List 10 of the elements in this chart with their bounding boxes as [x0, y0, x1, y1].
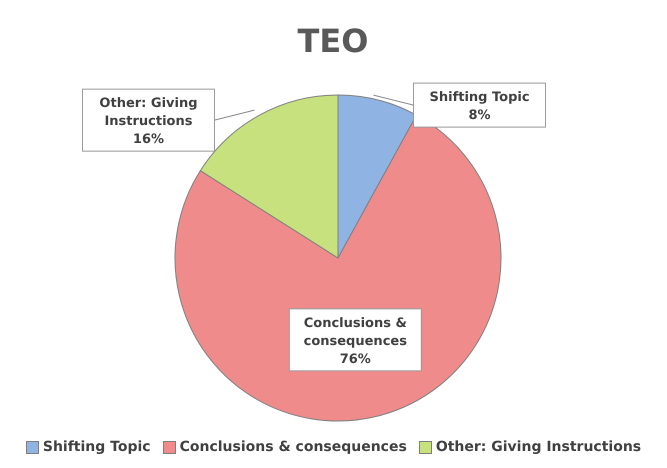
data-label: 8% [468, 108, 491, 124]
data-label: 76% [340, 352, 371, 367]
legend-label: Conclusions & consequences [178, 439, 407, 455]
legend-label: Shifting Topic [430, 90, 530, 106]
category-label: Shifting Topic [42, 439, 151, 455]
slice-label: Conclusions & consequences [304, 316, 408, 349]
data-label: 16% [132, 132, 164, 148]
slice-label: Other: Giving Instructions [99, 96, 198, 130]
chart-title: TEO [298, 22, 368, 60]
legend-label: Other: Giving Instructions [434, 439, 642, 455]
